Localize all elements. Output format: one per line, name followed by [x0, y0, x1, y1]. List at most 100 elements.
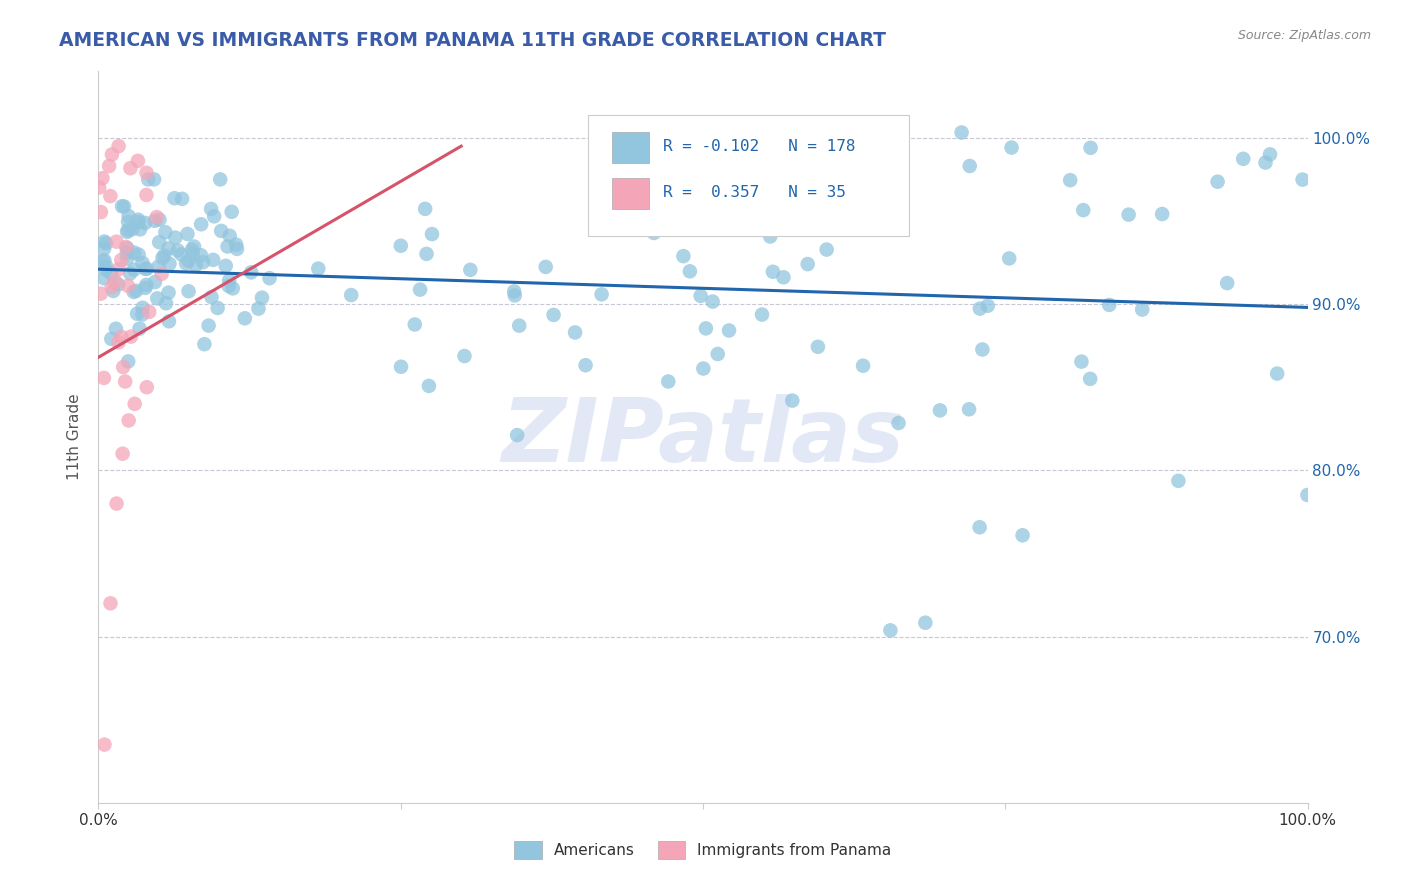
Point — [98, 189, 121, 203]
Point — [689, 289, 711, 303]
Point — [1254, 155, 1277, 169]
Point — [131, 301, 153, 315]
Point — [1000, 140, 1022, 154]
Point — [221, 204, 243, 219]
Point — [508, 318, 530, 333]
Point — [200, 202, 222, 216]
Point — [972, 343, 994, 357]
Point — [121, 222, 143, 236]
Point — [1071, 203, 1094, 218]
Point — [120, 161, 142, 176]
FancyBboxPatch shape — [613, 132, 648, 163]
Point — [692, 361, 714, 376]
Point — [796, 257, 818, 271]
Point — [998, 252, 1021, 266]
Text: R =  0.357   N = 35: R = 0.357 N = 35 — [664, 186, 846, 201]
Point — [418, 379, 440, 393]
Point — [1059, 173, 1081, 187]
Point — [112, 360, 135, 375]
Point — [93, 242, 115, 256]
Point — [111, 447, 134, 461]
Point — [165, 230, 187, 244]
Point — [120, 266, 142, 280]
Point — [120, 329, 142, 343]
Point — [695, 321, 717, 335]
Point — [155, 296, 177, 310]
Point — [112, 199, 135, 213]
Point — [215, 259, 238, 273]
Point — [128, 215, 150, 229]
Point — [222, 281, 245, 295]
Point — [834, 172, 856, 186]
Point — [841, 115, 863, 129]
Point — [1216, 276, 1239, 290]
Point — [90, 286, 112, 301]
Point — [146, 292, 169, 306]
Point — [225, 237, 247, 252]
Point — [122, 285, 145, 299]
Point — [233, 311, 256, 326]
Point — [657, 375, 679, 389]
Point — [93, 253, 115, 268]
Point — [111, 199, 134, 213]
Point — [1080, 141, 1102, 155]
Point — [666, 221, 689, 235]
Point — [135, 277, 157, 292]
Point — [190, 217, 212, 231]
Point — [115, 252, 138, 266]
Point — [135, 166, 157, 180]
Point — [1098, 298, 1121, 312]
Point — [841, 206, 863, 220]
Point — [181, 243, 204, 257]
Point — [143, 172, 166, 186]
Point — [259, 271, 281, 285]
Point — [460, 263, 482, 277]
Point — [100, 332, 122, 346]
Point — [887, 153, 910, 168]
Point — [93, 738, 115, 752]
Point — [879, 624, 901, 638]
Point — [574, 358, 596, 372]
Text: ZIPatlas: ZIPatlas — [502, 393, 904, 481]
Point — [837, 175, 859, 189]
Point — [209, 172, 232, 186]
Point — [209, 224, 232, 238]
Point — [100, 280, 122, 294]
Point — [672, 249, 695, 263]
Point — [138, 305, 160, 319]
Point — [218, 228, 240, 243]
Point — [977, 299, 1000, 313]
Point — [93, 271, 115, 285]
Point — [115, 246, 138, 260]
Point — [420, 227, 443, 241]
Point — [105, 497, 128, 511]
Point — [104, 275, 127, 289]
Point — [127, 153, 149, 168]
Point — [950, 126, 973, 140]
Point — [762, 265, 785, 279]
Point — [127, 307, 149, 321]
Point — [143, 214, 166, 228]
Point — [240, 265, 263, 279]
Point — [218, 279, 240, 293]
Point — [117, 223, 139, 237]
Point — [118, 413, 141, 427]
Point — [148, 260, 170, 274]
Point — [172, 192, 194, 206]
Point — [751, 308, 773, 322]
Point — [929, 403, 952, 417]
Point — [247, 301, 270, 316]
Point — [96, 260, 118, 274]
Point — [543, 308, 565, 322]
FancyBboxPatch shape — [613, 178, 648, 209]
Point — [166, 244, 188, 258]
Point — [127, 212, 149, 227]
Point — [503, 285, 526, 299]
Point — [591, 287, 613, 301]
Point — [307, 261, 329, 276]
Point — [115, 240, 138, 254]
Point — [129, 222, 152, 236]
Point — [969, 520, 991, 534]
Point — [93, 371, 115, 385]
Point — [101, 147, 124, 161]
